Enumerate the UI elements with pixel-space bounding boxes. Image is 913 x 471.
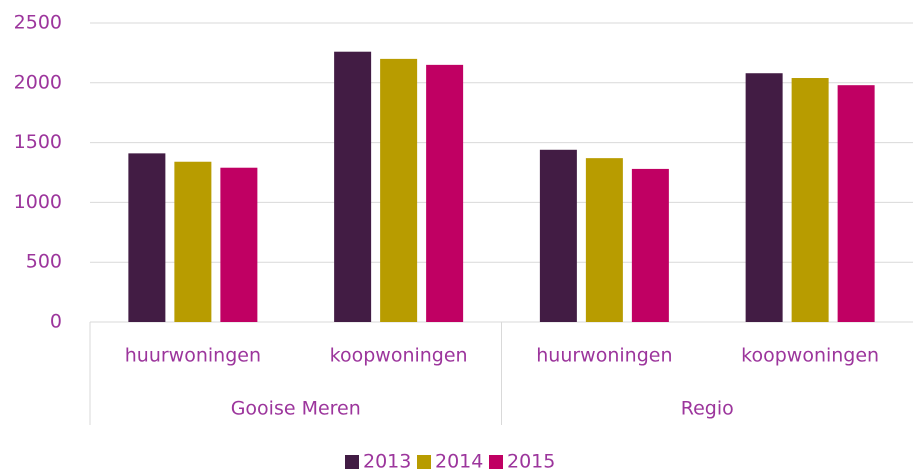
- legend-label: 2013: [363, 451, 411, 471]
- bar: [220, 167, 258, 322]
- y-tick-label: 0: [50, 311, 62, 333]
- group-label: Gooise Meren: [231, 398, 361, 420]
- bar: [791, 78, 829, 323]
- legend-swatch: [489, 455, 503, 469]
- bar: [426, 64, 464, 323]
- bar: [837, 85, 875, 322]
- x-tick-label: koopwoningen: [330, 345, 468, 367]
- y-tick-label: 1000: [14, 191, 62, 213]
- bar: [174, 161, 212, 322]
- bar: [380, 58, 418, 322]
- legend-label: 2015: [507, 451, 555, 471]
- legend-swatch: [417, 455, 431, 469]
- bar: [585, 158, 623, 322]
- x-tick-label: huurwoningen: [125, 345, 261, 367]
- y-tick-label: 500: [26, 251, 62, 273]
- legend-swatch: [345, 455, 359, 469]
- x-tick-label: huurwoningen: [536, 345, 672, 367]
- group-label: Regio: [681, 398, 734, 420]
- y-tick-label: 2000: [14, 71, 62, 93]
- legend-label: 2014: [435, 451, 483, 471]
- x-tick-label: koopwoningen: [741, 345, 879, 367]
- bar: [631, 168, 669, 322]
- y-tick-label: 1500: [14, 131, 62, 153]
- bar: [745, 73, 783, 323]
- y-tick-label: 2500: [14, 12, 62, 34]
- bar: [128, 153, 166, 322]
- bar: [334, 51, 372, 322]
- bar: [539, 149, 577, 322]
